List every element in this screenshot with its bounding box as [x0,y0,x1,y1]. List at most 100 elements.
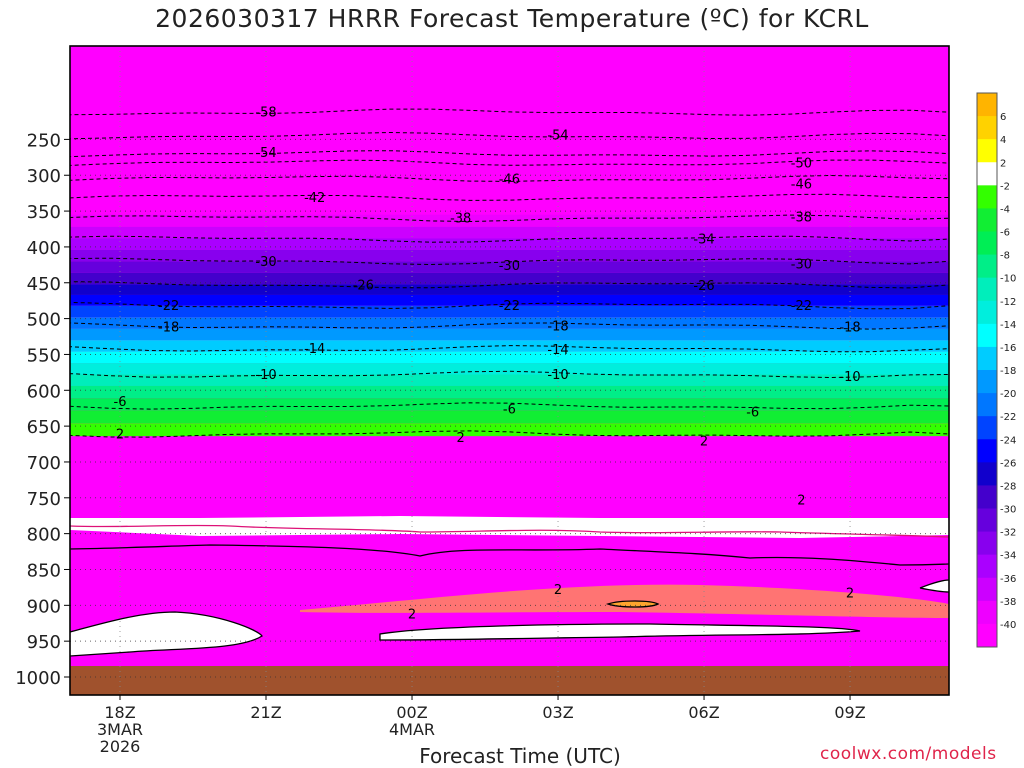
colorbar-label: 6 [1000,112,1006,123]
contour-label-text: 2 [408,607,416,622]
colorbar-swatch [977,462,997,486]
colorbar-swatch [977,254,997,279]
colorbar-label: -38 [1000,597,1016,608]
y-tick-label: 950 [27,632,61,653]
y-tick-label: 900 [27,596,61,617]
contour-label: 2 [797,493,805,508]
temp-band-14 [70,363,949,375]
contour-label-text: -38 [791,210,812,225]
isotherm-contour [70,281,949,289]
chart-title: 2026030317 HRRR Forecast Temperature (ºC… [155,4,869,33]
isotherm-contour [70,193,949,201]
contour-label-text: -42 [304,191,325,206]
contour-label-text: -26 [353,278,374,293]
temp-band-15 [70,374,949,386]
colorbar-label: -36 [1000,574,1016,585]
colorbar-swatch [977,393,997,417]
colorbar-swatch [977,346,997,371]
isotherm-contour [70,159,949,166]
grid-lines [70,46,949,695]
contour-label-text: -6 [503,402,516,417]
temp-band-8 [70,294,949,306]
contour-label: -38 [791,210,812,225]
colorbar-label: -30 [1000,505,1016,516]
colorbar-label: -14 [1000,320,1016,331]
colorbar-swatch [977,623,997,648]
zero-contour-pocket-right [919,579,949,593]
contour-label: -26 [353,278,374,293]
y-tick-label: 1000 [15,668,61,689]
contour-label: -50 [791,157,812,172]
contour-label-text: -22 [791,299,812,314]
isotherm-contour [70,235,949,243]
colorbar-label: -28 [1000,481,1016,492]
contour-label: 2 [700,435,708,450]
isotherm-contour [70,301,949,310]
contour-label-text: -54 [547,129,568,144]
contour-label-text: -18 [839,321,860,336]
colorbar-swatch [977,508,997,533]
contour-label: -30 [791,258,812,273]
white-zero-pocket-mid [380,624,860,640]
contour-label: -46 [791,177,812,192]
temp-band-19 [70,423,949,437]
temp-band-9 [70,305,949,318]
isotherm-contour [70,430,949,438]
colorbar-label: -4 [1000,204,1010,215]
contour-label-text: -34 [693,233,714,248]
isotherm-contour [70,214,949,223]
temp-band-3 [70,238,949,250]
isotherm-contour [70,108,949,116]
colorbar-swatch [977,370,997,394]
contour-label-text: -26 [693,279,714,294]
contour-label-text: -14 [304,342,325,357]
contour-label: -18 [158,321,179,336]
temp-band-11 [70,328,949,341]
credit-link[interactable]: coolwx.com/models [820,744,997,764]
y-tick-label: 450 [27,274,61,295]
colorbar-label: -40 [1000,620,1016,631]
contour-label-text: -10 [839,370,860,385]
contour-label: -34 [693,233,714,248]
contour-label: -42 [304,191,325,206]
contour-label-text: 2 [116,428,124,443]
y-tick-label: 850 [27,560,61,581]
contour-label-text: 2 [554,583,562,598]
contour-label: -18 [547,319,568,334]
isotherm-contour [70,322,949,330]
contour-label-text: -46 [499,172,520,187]
x-tick-label: 4MAR [389,720,435,739]
colorbar-swatch [977,600,997,625]
contour-label-text: -30 [499,259,520,274]
x-tick-label: 18Z [104,703,135,722]
white-zero-pocket-left [70,612,262,656]
contour-label-text: -10 [547,368,568,383]
colorbar-label: 4 [1000,135,1006,146]
isotherm-contour [70,370,949,379]
colorbar-swatch [977,485,997,509]
colorbar-swatch [977,531,997,556]
temp-band-13 [70,351,949,364]
contour-label: -14 [547,343,568,358]
ground-fill [70,666,949,695]
zero-contour-pocket-mid [379,623,861,641]
x-tick-label: 03Z [542,703,573,722]
contour-label-text: 2 [457,431,465,446]
y-tick-label: 500 [27,310,61,331]
contour-label-group: -58 -54 -54 -50 -46 -46 -42 -38 -38 -34 -30 -30 -30 -… [114,106,861,623]
y-tick-label: 800 [27,525,61,546]
x-tick-label: 00Z [396,703,427,722]
contour-label-text: -54 [255,146,276,161]
colorbar-label: -6 [1000,228,1010,239]
contour-label-text: -22 [499,299,520,314]
zero-contour-upper [70,544,949,566]
y-tick-label: 250 [27,130,61,151]
y-tick-label: 550 [27,345,61,366]
contour-label-text: -22 [158,299,179,314]
contour-label-text: -58 [255,106,276,121]
contour-label: -54 [547,129,568,144]
colorbar-swatch [977,139,997,163]
contour-label: -38 [450,212,471,227]
